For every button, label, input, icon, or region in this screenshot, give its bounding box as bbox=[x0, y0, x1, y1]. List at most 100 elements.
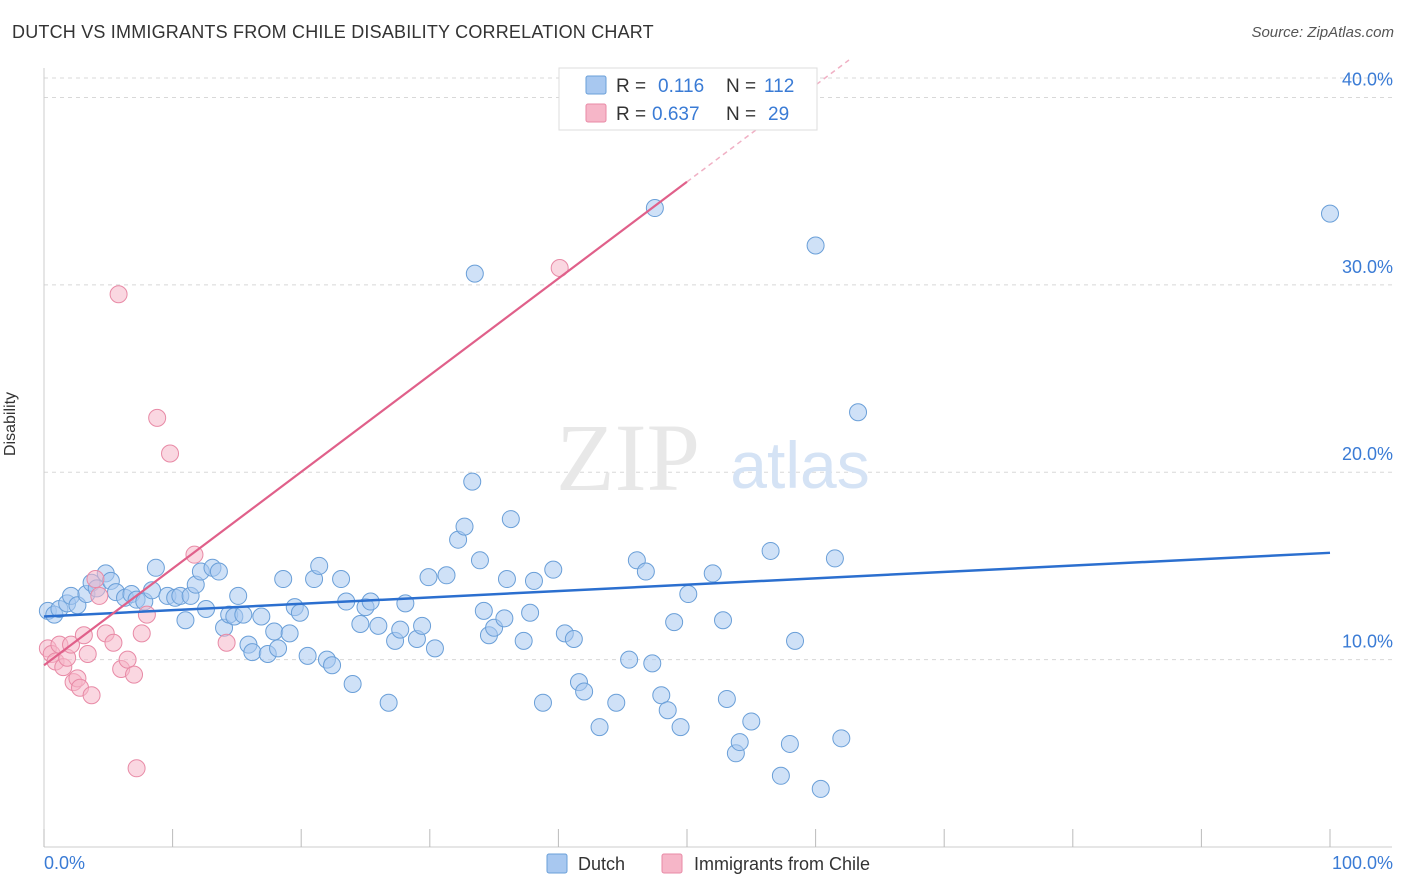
watermark-atlas: atlas bbox=[730, 428, 869, 502]
dutch-point bbox=[425, 639, 444, 658]
dutch-point bbox=[524, 571, 543, 590]
legend-n-label-dutch: N = bbox=[726, 76, 756, 97]
legend-swatch-chile bbox=[585, 103, 607, 123]
series-label-chile: Immigrants from Chile bbox=[694, 854, 870, 874]
dutch-point bbox=[176, 611, 195, 630]
dutch-point bbox=[501, 510, 520, 529]
chile-point bbox=[185, 545, 204, 564]
axis-layer: 10.0% 20.0% 30.0% 40.0% 0.0% 100.0% bbox=[43, 68, 1393, 873]
y-tick-label: 40.0% bbox=[1342, 69, 1393, 89]
dutch-point bbox=[521, 603, 540, 622]
chile-point bbox=[137, 605, 156, 624]
dutch-point bbox=[658, 701, 677, 720]
dutch-point bbox=[310, 556, 329, 575]
stats-legend: R = 0.116 N = 112 R = 0.637 N = 29 bbox=[558, 67, 818, 131]
dutch-point bbox=[575, 682, 594, 701]
x-tick-label-min: 0.0% bbox=[44, 853, 85, 873]
dutch-point bbox=[463, 472, 482, 491]
dutch-point bbox=[1321, 204, 1339, 223]
dutch-point bbox=[652, 686, 671, 705]
dutch-point bbox=[332, 570, 351, 589]
chile-point bbox=[109, 285, 128, 304]
dutch-point bbox=[391, 620, 410, 639]
dutch-point bbox=[465, 264, 484, 283]
dutch-point bbox=[717, 689, 736, 708]
dutch-point bbox=[761, 541, 780, 560]
y-tick-label: 30.0% bbox=[1342, 257, 1393, 277]
watermark-zip: ZIP bbox=[556, 404, 700, 511]
chile-point bbox=[90, 586, 109, 605]
dutch-point bbox=[280, 624, 299, 643]
chile-point bbox=[104, 633, 123, 652]
chile-point bbox=[86, 570, 105, 589]
dutch-point bbox=[413, 616, 432, 635]
dutch-point bbox=[351, 615, 370, 634]
dutch-point bbox=[607, 693, 626, 712]
dutch-point bbox=[146, 558, 165, 577]
chile-point bbox=[132, 624, 151, 643]
dutch-point bbox=[643, 654, 662, 673]
legend-r-value-chile: 0.637 bbox=[652, 104, 700, 125]
legend-n-value-chile: 29 bbox=[768, 104, 789, 125]
dutch-point bbox=[379, 693, 398, 712]
dutch-point bbox=[290, 603, 309, 622]
dutch-point bbox=[274, 570, 293, 589]
dutch-point bbox=[495, 609, 514, 628]
dutch-point bbox=[209, 562, 228, 581]
legend-r-label-dutch: R = bbox=[616, 76, 646, 97]
dutch-point bbox=[811, 779, 830, 798]
dutch-point bbox=[771, 766, 790, 785]
dutch-point bbox=[714, 611, 733, 630]
dutch-point bbox=[474, 601, 493, 620]
legend-r-value-dutch: 0.116 bbox=[658, 76, 704, 97]
legend-n-value-dutch: 112 bbox=[764, 76, 794, 97]
dutch-point bbox=[298, 646, 317, 665]
chile-point bbox=[127, 759, 146, 778]
dutch-point bbox=[265, 622, 284, 641]
chile-point bbox=[118, 650, 137, 669]
dutch-point bbox=[323, 656, 342, 675]
dutch-point bbox=[620, 650, 639, 669]
chile-point bbox=[82, 686, 101, 705]
chile-point bbox=[78, 644, 97, 663]
dutch-point bbox=[419, 568, 438, 587]
dutch-point bbox=[806, 236, 825, 255]
dutch-point bbox=[786, 631, 805, 650]
dutch-point bbox=[679, 585, 698, 604]
dutch-point bbox=[343, 674, 362, 693]
dutch-point bbox=[269, 639, 288, 658]
y-tick-label: 10.0% bbox=[1342, 632, 1393, 652]
chile-point bbox=[161, 444, 180, 463]
dutch-point bbox=[636, 562, 655, 581]
dutch-point bbox=[564, 630, 583, 649]
dutch-point bbox=[849, 403, 868, 422]
dutch-point bbox=[437, 566, 456, 585]
chart-title: DUTCH VS IMMIGRANTS FROM CHILE DISABILIT… bbox=[12, 22, 654, 42]
dutch-point bbox=[730, 733, 749, 752]
legend-n-label-chile: N = bbox=[726, 104, 756, 125]
dutch-point bbox=[825, 549, 844, 568]
dutch-point bbox=[780, 734, 799, 753]
legend-swatch-dutch bbox=[585, 75, 607, 95]
dutch-point bbox=[252, 607, 271, 626]
dutch-point bbox=[544, 560, 563, 579]
series-label-dutch: Dutch bbox=[578, 854, 625, 874]
dutch-point bbox=[703, 564, 722, 583]
chile-point bbox=[217, 633, 236, 652]
trend-layer bbox=[43, 59, 1331, 667]
dutch-point bbox=[832, 729, 851, 748]
dutch-point bbox=[671, 718, 690, 737]
dutch-point bbox=[742, 712, 761, 731]
dutch-point bbox=[665, 613, 684, 632]
dutch-point bbox=[243, 643, 262, 662]
x-tick-label-max: 100.0% bbox=[1332, 853, 1393, 873]
y-tick-label: 20.0% bbox=[1342, 444, 1393, 464]
dutch-point bbox=[497, 570, 516, 589]
dutch-trend-line bbox=[43, 551, 1331, 618]
dutch-point bbox=[590, 718, 609, 737]
source-credit: Source: ZipAtlas.com bbox=[1251, 24, 1394, 41]
series-swatch-dutch bbox=[546, 853, 568, 874]
dutch-point bbox=[533, 693, 552, 712]
dutch-point bbox=[229, 586, 248, 605]
dutch-point bbox=[455, 517, 474, 536]
